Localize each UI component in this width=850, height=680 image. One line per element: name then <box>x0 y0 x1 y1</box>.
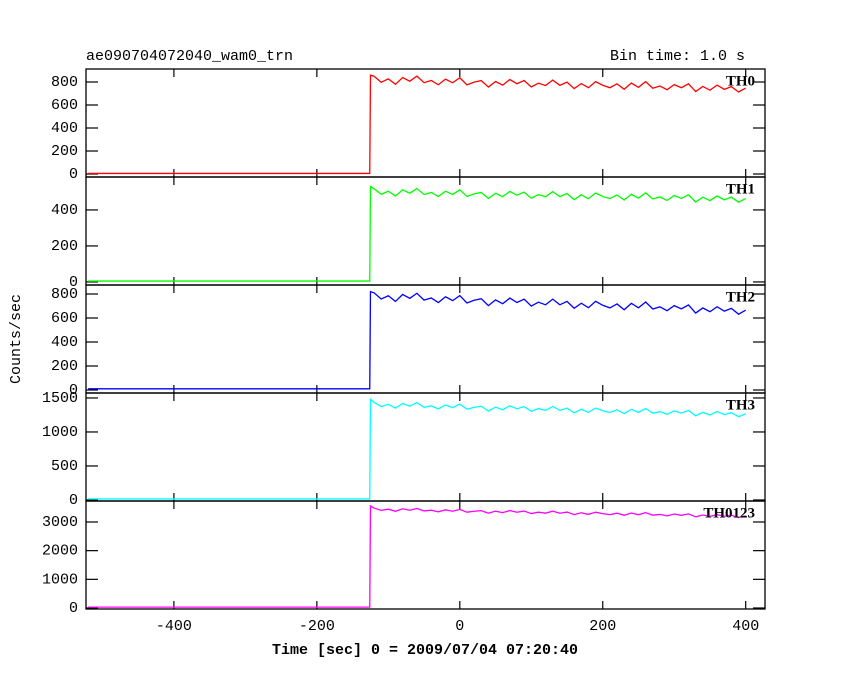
legend-label: TH0 <box>726 73 755 89</box>
series-line <box>88 185 746 282</box>
y-tick-label: 2000 <box>42 543 78 560</box>
x-tick-label: -400 <box>156 618 192 635</box>
series-line <box>88 290 747 390</box>
panel-frame <box>85 284 766 394</box>
y-axis-label: Counts/sec <box>8 294 25 384</box>
panel-frame <box>85 392 766 502</box>
legend-label: TH3 <box>726 397 755 413</box>
y-tick-label: 400 <box>51 334 78 351</box>
y-tick-label: 600 <box>51 310 78 327</box>
x-tick-label: -200 <box>299 618 335 635</box>
y-tick-label: 200 <box>51 358 78 375</box>
y-tick-label: 0 <box>69 274 78 291</box>
y-tick-label: 400 <box>51 120 78 137</box>
panel-frame <box>85 500 766 610</box>
panel-frame <box>85 176 766 286</box>
y-tick-label: 200 <box>51 143 78 160</box>
y-tick-label: 800 <box>51 286 78 303</box>
series-line <box>88 504 746 608</box>
legend-label: TH1 <box>726 181 755 197</box>
y-tick-label: 800 <box>51 74 78 91</box>
series-line <box>88 74 747 175</box>
chart-subtitle: Bin time: 1.0 s <box>610 48 745 65</box>
y-tick-label: 0 <box>69 600 78 617</box>
y-tick-label: 500 <box>51 458 78 475</box>
y-tick-label: 1000 <box>42 424 78 441</box>
legend-label: TH0123 <box>703 505 755 521</box>
series-line <box>88 397 746 500</box>
y-tick-label: 1000 <box>42 571 78 588</box>
legend-label: TH2 <box>726 289 755 305</box>
x-tick-label: 0 <box>455 618 464 635</box>
x-tick-label: 200 <box>589 618 616 635</box>
y-tick-label: 3000 <box>42 514 78 531</box>
x-axis-label: Time [sec] 0 = 2009/07/04 07:20:40 <box>272 642 578 659</box>
chart-title: ae090704072040_wam0_trn <box>86 48 293 65</box>
y-tick-label: 0 <box>69 382 78 399</box>
panel-frame <box>85 68 766 178</box>
y-tick-label: 0 <box>69 492 78 509</box>
y-tick-label: 1500 <box>42 390 78 407</box>
y-tick-label: 400 <box>51 202 78 219</box>
x-tick-label: 400 <box>732 618 759 635</box>
y-tick-label: 200 <box>51 238 78 255</box>
y-tick-label: 0 <box>69 166 78 183</box>
y-tick-label: 600 <box>51 97 78 114</box>
